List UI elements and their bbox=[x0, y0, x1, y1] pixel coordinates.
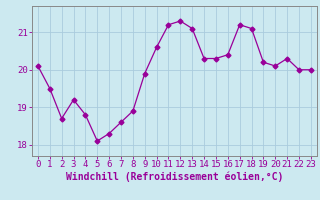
X-axis label: Windchill (Refroidissement éolien,°C): Windchill (Refroidissement éolien,°C) bbox=[66, 172, 283, 182]
